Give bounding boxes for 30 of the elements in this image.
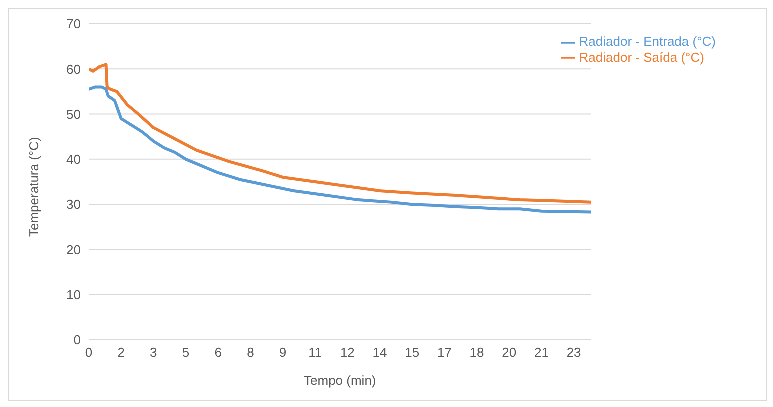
- y-axis-title: Temperatura (°C): [26, 137, 42, 237]
- x-axis-title: Tempo (min): [304, 373, 376, 388]
- line-series: [89, 63, 592, 204]
- x-tick-label: 6: [214, 345, 222, 360]
- y-tick-label: 0: [74, 332, 81, 348]
- x-tick-label: 5: [182, 345, 190, 360]
- y-tick-label: 10: [66, 287, 81, 302]
- x-tick-label: 12: [340, 345, 355, 360]
- y-tick-label: 30: [66, 197, 81, 212]
- x-tick-label: 15: [405, 345, 420, 360]
- x-tick-label: 3: [150, 345, 158, 360]
- x-tick-label: 11: [308, 345, 322, 360]
- y-tick-label: 50: [66, 106, 81, 122]
- x-tick-label: 20: [502, 345, 517, 360]
- x-tick-label: 17: [437, 345, 452, 360]
- y-tick-label: 20: [66, 242, 81, 258]
- legend-label: Radiador - Entrada (°C): [579, 34, 716, 49]
- x-tick-label: 14: [372, 345, 388, 360]
- x-tick-label: 23: [566, 345, 582, 360]
- line-series: [89, 86, 592, 214]
- legend-label: Radiador - Saída (°C): [579, 50, 704, 65]
- x-tick-label: 0: [85, 345, 93, 360]
- y-tick-label: 70: [66, 16, 81, 32]
- x-tick-label: 21: [534, 345, 549, 360]
- x-tick-label: 9: [279, 345, 287, 360]
- x-tick-label: 2: [118, 345, 125, 360]
- x-tick-label: 18: [470, 345, 484, 360]
- y-tick-label: 40: [66, 152, 81, 168]
- x-tick-label: 8: [247, 345, 254, 360]
- y-tick-label: 60: [66, 62, 81, 77]
